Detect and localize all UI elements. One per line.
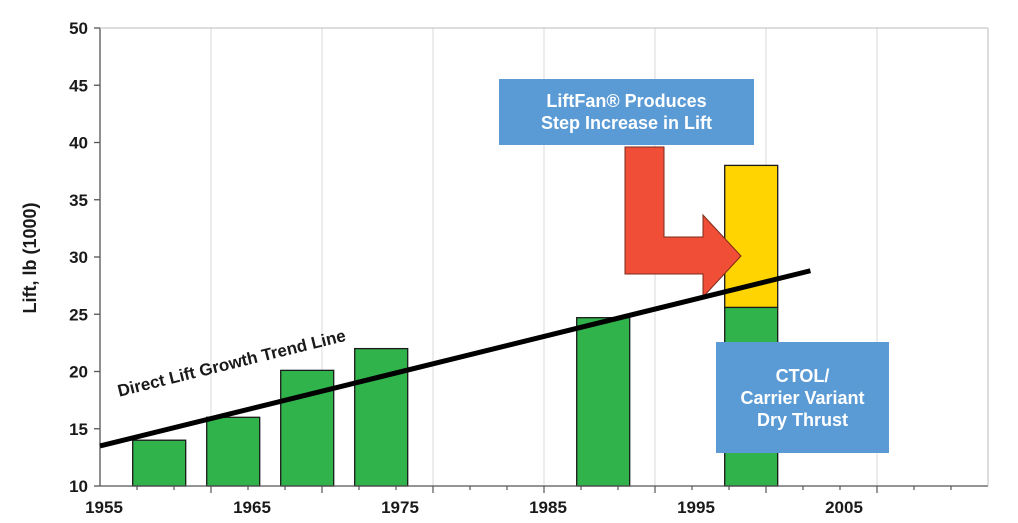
x-tick-label: 1975 (381, 498, 419, 517)
y-tick-label: 15 (69, 420, 88, 439)
x-tick-label: 1985 (529, 498, 567, 517)
bar-1974 (354, 347, 409, 487)
bars (132, 164, 779, 487)
liftfan-annotation-line-2: Step Increase in Lift (540, 113, 713, 133)
ctol-annotation-line-1: CTOL/ (775, 365, 830, 386)
bar-1964 (206, 416, 261, 487)
y-tick-label: 35 (69, 191, 88, 210)
ctol-annotation-line-2: Carrier Variant (740, 387, 865, 408)
liftfan-annotation-line-1: LiftFan® Produces (546, 91, 707, 111)
y-tick-label: 50 (69, 19, 88, 38)
y-tick-label: 10 (69, 477, 88, 496)
ctol-annotation-line-3: Dry Thrust (756, 409, 848, 430)
x-tick-label: 1965 (233, 498, 271, 517)
arrow-annotation (624, 146, 742, 299)
ctol-annotation-box: CTOL/ Carrier Variant Dry Thrust (716, 342, 889, 453)
trend-line (99, 268, 811, 449)
bar-1959 (132, 439, 187, 487)
liftfan-annotation-box: LiftFan® Produces Step Increase in Lift (499, 79, 754, 145)
x-tick-label: 1955 (85, 498, 123, 517)
bar-1989 (576, 317, 631, 487)
y-tick-label: 25 (69, 305, 88, 324)
x-tick-labels: 1955 1965 1975 1985 1995 2005 (85, 498, 863, 517)
y-tick-label: 45 (69, 76, 88, 95)
x-tick-label: 2005 (825, 498, 863, 517)
x-tick-label: 1995 (677, 498, 715, 517)
y-tick-label: 20 (69, 363, 88, 382)
y-axis-label: Lift, lb (1000) (20, 202, 40, 313)
trend-line-group: Direct Lift Growth Trend Line (99, 268, 811, 449)
y-tick-labels: 10 15 20 25 30 35 40 45 50 (69, 19, 88, 496)
axes (94, 27, 989, 493)
step-arrow-icon (624, 146, 742, 299)
y-tick-label: 30 (69, 248, 88, 267)
y-tick-label: 40 (69, 134, 88, 153)
